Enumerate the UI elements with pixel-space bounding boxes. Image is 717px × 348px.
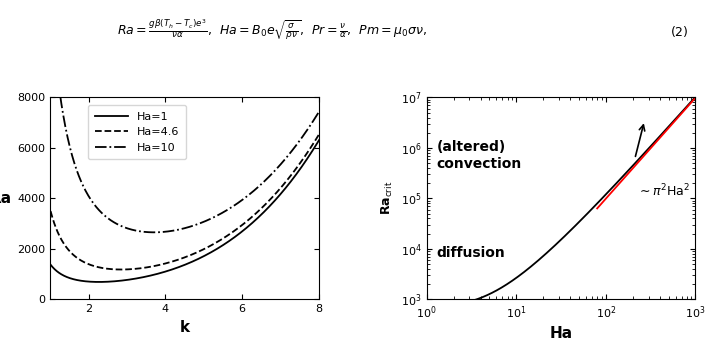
Ha=4.6 [168,259,177,263]
Ha=4.6 [47,209,55,213]
Ha=1 [226,238,234,242]
Ha=10 [249,189,257,193]
Ha=10 [315,110,323,114]
Ha=10 [226,206,234,210]
Ha=1 [95,280,103,284]
Line: Ha=4.6: Ha=4.6 [51,134,319,269]
Ha=1 [47,263,55,267]
Text: $(2)$: $(2)$ [670,24,688,39]
Ha=10 [205,218,214,222]
Ha=1 [168,267,177,271]
Ha=4.6 [117,267,125,271]
X-axis label: k: k [179,320,190,335]
Ha=10 [94,207,103,211]
Text: $\sim \pi^2\mathrm{Ha}^2$: $\sim \pi^2\mathrm{Ha}^2$ [637,183,690,199]
Text: (altered)
convection: (altered) convection [437,140,522,171]
Ha=4.6 [249,214,257,218]
Ha=10 [115,223,124,227]
Ha=4.6 [94,265,103,269]
Legend: Ha=1, Ha=4.6, Ha=10: Ha=1, Ha=4.6, Ha=10 [88,105,186,159]
Ha=4.6 [205,244,214,248]
Ha=10 [47,0,55,3]
Text: $Ra = \frac{g\beta(T_h-T_c)e^3}{\nu\alpha}$,  $Ha = B_0 e\sqrt{\frac{\sigma}{\rh: $Ra = \frac{g\beta(T_h-T_c)e^3}{\nu\alph… [118,17,427,42]
Ha=1 [115,279,124,283]
X-axis label: Ha: Ha [549,326,573,341]
Ha=1 [249,220,257,224]
Ha=4.6 [115,267,124,271]
Ha=1 [315,138,323,142]
Line: Ha=10: Ha=10 [51,1,319,232]
Ha=4.6 [315,132,323,136]
Text: diffusion: diffusion [437,246,505,260]
Y-axis label: Ra: Ra [0,191,11,206]
Ha=1 [205,251,214,255]
Line: Ha=1: Ha=1 [51,140,319,282]
Ha=10 [168,229,177,233]
Y-axis label: Ra$_{\mathsf{crit}}$: Ra$_{\mathsf{crit}}$ [380,181,395,215]
Ha=4.6 [226,231,234,236]
Ha=1 [94,280,103,284]
Ha=10 [150,230,158,235]
